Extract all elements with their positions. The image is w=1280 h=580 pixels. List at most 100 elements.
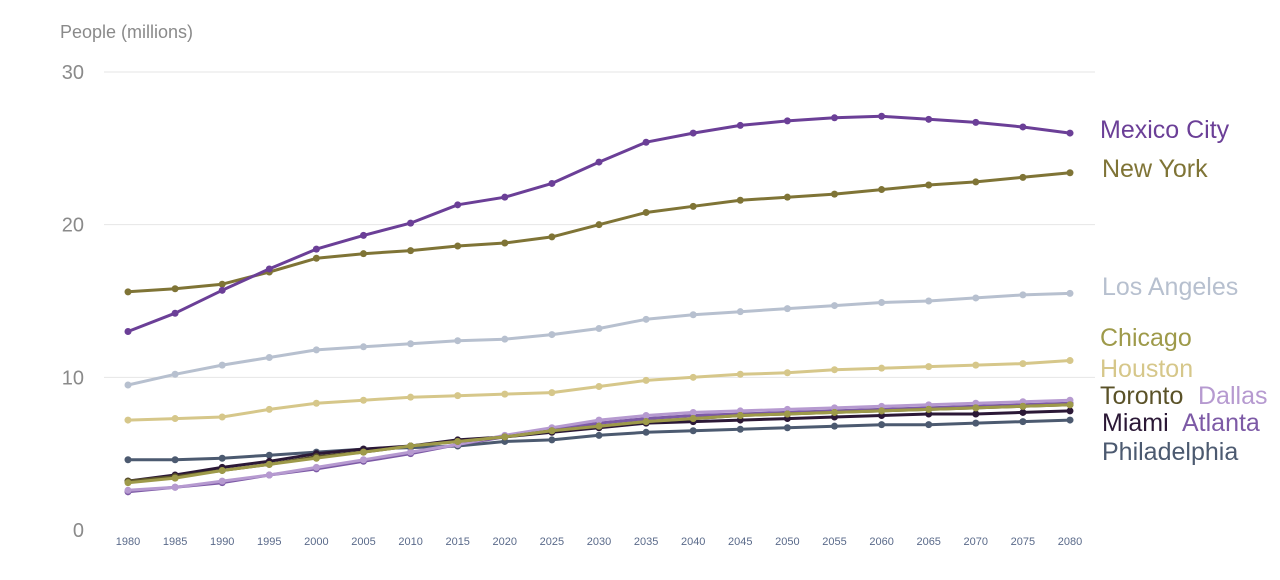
data-point <box>1066 289 1074 297</box>
data-point <box>312 254 320 262</box>
data-point <box>407 247 415 255</box>
data-point <box>407 442 415 450</box>
data-point <box>736 121 744 129</box>
series-label-houston: Houston <box>1100 355 1193 383</box>
data-point <box>265 471 273 479</box>
data-point <box>454 392 462 400</box>
x-tick-labels: 1980 1985 1990 1995 2000 2005 2010 2015 2020 2025… <box>116 536 1082 548</box>
data-point <box>218 286 226 294</box>
data-point <box>265 451 273 459</box>
data-point <box>548 389 556 397</box>
data-point <box>407 393 415 401</box>
data-point <box>124 381 132 389</box>
data-point <box>1019 418 1027 426</box>
y-tick-labels: 0 10 20 30 <box>62 62 84 542</box>
series-label-atlanta: Atlanta <box>1182 409 1260 437</box>
data-point <box>642 376 650 384</box>
y-tick-label: 10 <box>62 367 84 389</box>
data-point <box>878 364 886 372</box>
series-chicago <box>124 401 1074 487</box>
data-point <box>689 311 697 319</box>
data-point <box>312 454 320 462</box>
data-point <box>124 479 132 487</box>
data-point <box>642 315 650 323</box>
data-point <box>1019 123 1027 131</box>
data-point <box>925 405 933 413</box>
data-point <box>783 424 791 432</box>
data-point <box>454 337 462 345</box>
x-tick-label: 2020 <box>493 536 517 548</box>
data-point <box>360 448 367 456</box>
data-point <box>595 382 603 390</box>
x-tick-label: 1985 <box>163 536 187 548</box>
data-point <box>878 112 886 120</box>
data-point <box>124 456 132 464</box>
data-point <box>312 245 320 253</box>
data-point <box>1066 357 1074 365</box>
x-tick-label: 2070 <box>964 536 988 548</box>
data-point <box>831 422 838 430</box>
data-point <box>501 335 509 343</box>
data-point <box>972 410 980 418</box>
data-point <box>595 158 603 166</box>
data-point <box>689 202 697 210</box>
data-point <box>642 138 650 146</box>
data-point <box>1066 401 1074 409</box>
data-point <box>878 407 886 415</box>
data-point <box>595 221 603 229</box>
y-tick-label: 0 <box>73 520 84 542</box>
data-point <box>548 179 556 187</box>
data-point <box>783 117 791 125</box>
data-point <box>548 436 556 444</box>
data-point <box>360 456 367 464</box>
x-tick-label: 2005 <box>351 536 375 548</box>
data-point <box>360 231 367 239</box>
data-point <box>878 186 886 194</box>
data-point <box>972 361 980 369</box>
y-axis-title: People (millions) <box>60 22 193 42</box>
data-point <box>736 196 744 204</box>
x-tick-label: 2065 <box>916 536 940 548</box>
data-point <box>265 405 273 413</box>
series-line <box>126 291 1072 387</box>
data-point <box>360 343 367 351</box>
data-point <box>171 474 179 482</box>
data-point <box>878 299 886 307</box>
data-point <box>124 328 132 336</box>
data-point <box>642 418 650 426</box>
data-point <box>501 239 509 247</box>
data-point <box>831 114 838 122</box>
data-point <box>360 250 367 258</box>
data-point <box>689 427 697 435</box>
data-point <box>218 454 226 462</box>
series-labels: Mexico City New York Los Angeles Houston Chi… <box>1100 116 1267 466</box>
data-point <box>265 265 273 273</box>
data-point <box>124 486 132 494</box>
series-label-miami: Miami <box>1102 409 1169 437</box>
x-tick-label: 2040 <box>681 536 705 548</box>
data-point <box>171 285 179 293</box>
x-tick-label: 1995 <box>257 536 281 548</box>
data-point <box>548 331 556 339</box>
data-point <box>925 363 933 371</box>
data-point <box>171 370 179 378</box>
data-point <box>689 373 697 381</box>
data-point <box>171 415 179 423</box>
x-tick-label: 2055 <box>822 536 846 548</box>
series-label-dallas: Dallas <box>1198 382 1267 410</box>
data-point <box>407 219 415 227</box>
data-point <box>218 477 226 485</box>
data-point <box>171 456 179 464</box>
data-point <box>1019 360 1027 368</box>
data-point <box>171 483 179 491</box>
data-point <box>218 466 226 474</box>
data-point <box>595 431 603 439</box>
data-point <box>783 193 791 201</box>
data-point <box>783 369 791 377</box>
series-mexico-city <box>124 112 1074 336</box>
data-point <box>595 416 603 424</box>
data-point <box>595 422 603 430</box>
x-tick-label: 2050 <box>775 536 799 548</box>
data-point <box>595 324 603 332</box>
